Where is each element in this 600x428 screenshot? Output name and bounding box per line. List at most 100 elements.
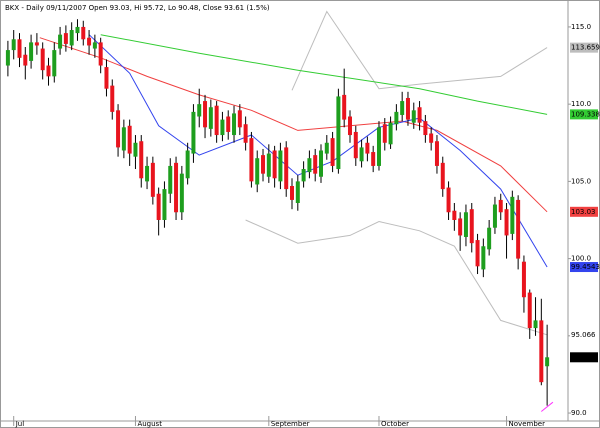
candle-body <box>330 138 335 166</box>
candle-body <box>145 165 150 182</box>
candle-body <box>545 357 550 367</box>
candle-body <box>92 42 97 49</box>
x-tick-label: October <box>381 420 409 428</box>
price-label-box <box>570 262 598 273</box>
candle-body <box>121 127 126 151</box>
candle-body <box>168 165 173 194</box>
candle-body <box>127 125 132 154</box>
candle-body <box>481 246 486 270</box>
candle-body <box>17 39 22 58</box>
price-label: 103.03 <box>571 208 596 216</box>
candle-body <box>185 150 190 179</box>
candle-body <box>162 189 167 220</box>
candle-body <box>469 209 474 244</box>
candle-body <box>156 193 161 220</box>
candle-body <box>347 116 352 136</box>
candle-body <box>237 110 242 128</box>
candle-body <box>46 65 51 77</box>
candle-body <box>527 292 532 329</box>
price-label-box <box>570 206 598 217</box>
candle-body <box>232 113 237 136</box>
y-tick-label: 100.0 <box>571 255 591 263</box>
candle-body <box>452 210 457 220</box>
candle-body <box>133 142 138 157</box>
candle-body <box>318 150 323 177</box>
candle-body <box>104 67 109 89</box>
candle-body <box>81 26 86 40</box>
candle-body <box>313 155 318 174</box>
candle-body <box>40 48 45 71</box>
candle-body <box>278 150 283 182</box>
indicator-line <box>291 10 548 91</box>
candle-body <box>63 33 68 44</box>
candle-body <box>382 124 387 143</box>
candle-body <box>116 110 121 148</box>
candle-body <box>29 42 34 61</box>
candle-body <box>75 26 80 34</box>
candle-body <box>220 119 225 136</box>
candle-body <box>52 50 57 77</box>
candle-body <box>417 107 422 123</box>
candle-body <box>110 85 115 112</box>
candle-body <box>434 141 439 166</box>
y-tick-label: 115.0 <box>571 23 591 31</box>
price-label: 95.066 <box>571 331 596 339</box>
candle-body <box>440 162 445 190</box>
candle-body <box>261 155 266 174</box>
candle-body <box>11 39 16 51</box>
candle-body <box>87 37 92 46</box>
candle-body <box>290 186 295 200</box>
candle-body <box>5 50 10 66</box>
y-tick-label: 110.0 <box>571 100 591 108</box>
candle-body <box>179 173 184 213</box>
candle-body <box>58 34 63 49</box>
chart-title: BKX - Daily 09/11/2007 Open 93.03, Hi 95… <box>5 4 270 12</box>
candle-body <box>475 240 480 267</box>
candle-body <box>208 107 213 129</box>
price-label-box <box>570 352 598 363</box>
x-tick-label: November <box>509 420 546 428</box>
candle-body <box>492 204 497 228</box>
candle-body <box>266 153 271 177</box>
candle-body <box>295 181 300 204</box>
candle-body <box>510 196 515 234</box>
candle-body <box>301 169 306 182</box>
candle-body <box>150 162 155 197</box>
indicator-line <box>540 401 554 412</box>
candle-body <box>376 127 381 166</box>
candle-body <box>429 133 434 143</box>
price-label-box <box>570 42 598 53</box>
candle-body <box>214 105 219 136</box>
candle-body <box>405 97 410 120</box>
candle-body <box>498 199 503 213</box>
candle-body <box>324 142 329 154</box>
y-tick-label: 90.0 <box>571 409 587 417</box>
candle-body <box>533 320 538 329</box>
candle-body <box>504 209 509 236</box>
x-tick-label: September <box>271 420 310 428</box>
candle-body <box>203 101 208 128</box>
candle-body <box>521 261 526 298</box>
candle-body <box>388 122 393 145</box>
candle-body <box>342 94 347 120</box>
candle-body <box>226 116 231 132</box>
price-label: 109.338 <box>571 110 600 118</box>
candle-body <box>516 199 521 259</box>
candle-body <box>23 54 28 66</box>
x-tick-label: Jul <box>15 420 25 428</box>
candle-body <box>69 30 74 46</box>
x-tick-label: August <box>137 420 162 428</box>
indicator-line <box>245 219 548 336</box>
candle-body <box>284 147 289 190</box>
price-label-box <box>570 109 598 120</box>
candle-body <box>463 212 468 237</box>
candle-body <box>371 152 376 166</box>
candle-body <box>394 111 399 125</box>
candle-body <box>423 121 428 136</box>
candle-body <box>487 227 492 250</box>
indicator-line <box>100 34 548 115</box>
candle-body <box>243 124 248 143</box>
price-label: 93.61 <box>571 353 591 361</box>
